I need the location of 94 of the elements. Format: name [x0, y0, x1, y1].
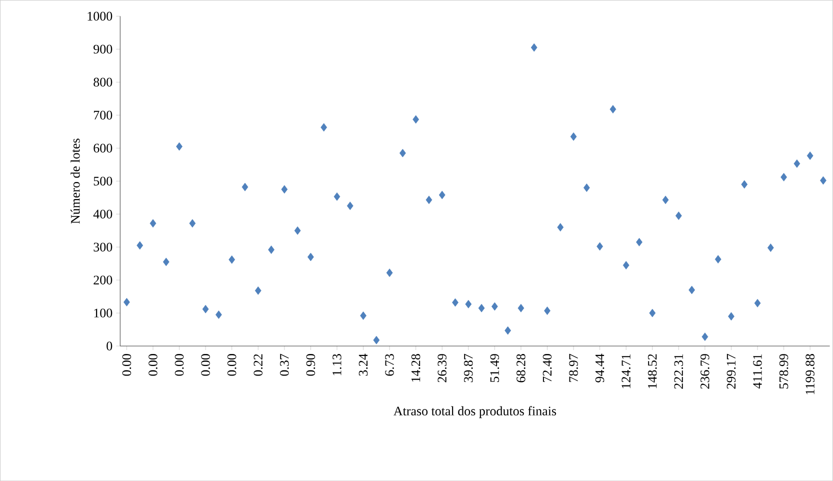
point: [294, 226, 301, 235]
x-tick-label: 72.40: [542, 354, 552, 382]
x-tick-label: 94.44: [595, 354, 604, 382]
x-tick-label: 411.61: [753, 354, 762, 388]
x-tick-label: 299.17: [726, 354, 736, 389]
x-tick-label: 68.28: [516, 354, 526, 382]
point: [662, 196, 669, 204]
point: [741, 180, 748, 189]
x-axis-title: Atraso total dos produtos finais: [394, 406, 556, 418]
point: [491, 302, 498, 311]
y-tick-label: 700: [94, 110, 112, 120]
x-tick-label: 0.00: [174, 354, 184, 376]
y-axis-title: Número de lotes: [70, 138, 80, 224]
point: [702, 332, 708, 341]
x-tick-label: 6.73: [385, 354, 394, 376]
point: [728, 312, 734, 320]
x-tick-label: 222.31: [674, 354, 684, 389]
point: [412, 115, 420, 124]
y-tick-label: 300: [94, 242, 112, 252]
x-tick-label: 0.00: [148, 354, 158, 376]
point: [530, 43, 538, 52]
point: [281, 185, 288, 194]
point: [452, 298, 458, 307]
point: [136, 241, 144, 250]
point: [320, 123, 328, 132]
point: [649, 308, 656, 318]
y-tick-label: 200: [94, 276, 112, 284]
x-tick-label: 1199.88: [806, 354, 814, 394]
x-tick-label: 14.28: [411, 354, 420, 382]
point: [518, 304, 524, 312]
point: [583, 183, 590, 192]
y-tick-label: 800: [94, 78, 112, 86]
x-tick-label: 0.90: [306, 354, 316, 376]
point: [636, 238, 642, 246]
point: [360, 311, 366, 320]
point: [202, 304, 209, 314]
x-tick-label: 0.22: [254, 354, 263, 376]
point: [176, 142, 182, 151]
x-tick-label: 3.24: [358, 354, 368, 376]
x-tick-label: 0.37: [280, 354, 289, 376]
point: [189, 219, 196, 228]
point: [557, 223, 564, 232]
y-tick-label: 0: [106, 342, 112, 350]
point: [610, 104, 616, 114]
x-tick-label: 236.79: [700, 354, 710, 389]
point: [754, 298, 761, 308]
x-tick-label: 0.00: [227, 354, 236, 376]
y-tick-label: 900: [94, 44, 112, 54]
x-tick-label: 578.99: [779, 354, 788, 388]
x-tick-label: 51.49: [490, 354, 500, 382]
point: [622, 260, 630, 270]
point: [465, 300, 472, 308]
x-tick-label: 148.52: [648, 354, 657, 388]
point: [254, 286, 262, 295]
point: [216, 310, 222, 319]
x-tick-label: 26.39: [438, 354, 447, 382]
point: [794, 159, 800, 168]
point: [150, 219, 156, 228]
point: [346, 202, 354, 210]
point: [386, 268, 393, 277]
x-tick-label: 39.87: [464, 354, 473, 382]
point: [228, 255, 236, 264]
x-tick-label: 124.71: [622, 354, 630, 388]
point: [767, 243, 774, 252]
point: [242, 182, 248, 192]
point: [162, 258, 170, 266]
point: [714, 255, 722, 264]
point: [504, 326, 512, 335]
point: [334, 192, 340, 201]
point: [438, 190, 446, 200]
point: [124, 298, 130, 306]
x-tick-label: 0.00: [201, 354, 210, 376]
y-tick-label: 600: [94, 144, 112, 152]
point: [308, 252, 314, 262]
point: [544, 306, 550, 315]
point: [426, 196, 432, 204]
point: [399, 148, 406, 158]
x-tick-label: 1.13: [332, 354, 342, 376]
y-tick-label: 100: [94, 308, 112, 318]
y-tick-label: 400: [93, 210, 112, 218]
point: [780, 172, 787, 182]
point: [373, 336, 380, 344]
y-tick-label: 1000: [88, 12, 112, 20]
point: [596, 242, 604, 251]
y-tick-label: 500: [94, 176, 112, 186]
x-tick-label: 78.97: [569, 354, 578, 382]
point: [806, 151, 814, 160]
x-tick-label: 0.00: [122, 354, 132, 376]
point: [675, 211, 682, 220]
point: [570, 132, 577, 141]
point: [820, 176, 826, 185]
point: [268, 245, 274, 254]
point: [478, 304, 485, 312]
point: [688, 286, 696, 294]
